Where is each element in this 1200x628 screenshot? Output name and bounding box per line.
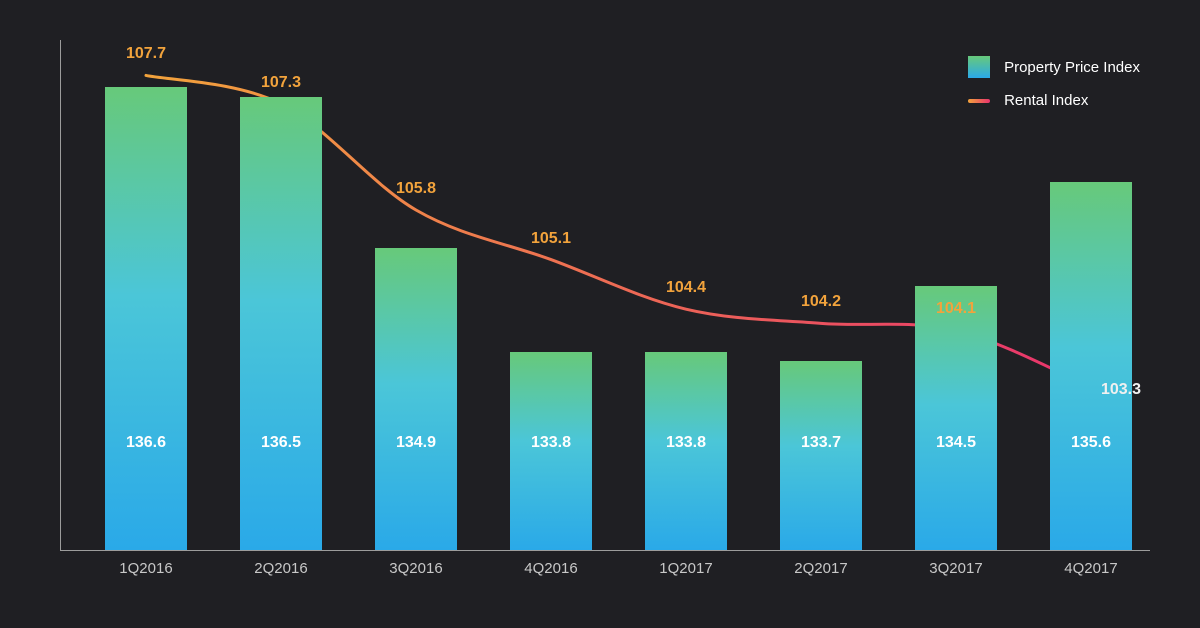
x-axis-label: 2Q2017	[761, 560, 881, 577]
legend-item-bar: Property Price Index	[968, 56, 1140, 78]
legend-label: Rental Index	[1004, 92, 1088, 109]
x-axis-label: 3Q2016	[356, 560, 476, 577]
bar	[915, 286, 997, 550]
bar	[1050, 182, 1132, 550]
bar	[510, 352, 592, 550]
bar-swatch-icon	[968, 56, 990, 78]
x-axis-label: 1Q2017	[626, 560, 746, 577]
legend-label: Property Price Index	[1004, 59, 1140, 76]
x-axis-label: 2Q2016	[221, 560, 341, 577]
x-axis-label: 4Q2017	[1031, 560, 1151, 577]
bar	[375, 248, 457, 550]
line-value-label: 107.3	[241, 74, 321, 92]
line-swatch-icon	[968, 99, 990, 103]
line-value-label: 105.8	[376, 180, 456, 198]
x-axis-label: 3Q2017	[896, 560, 1016, 577]
bar	[645, 352, 727, 550]
x-axis-label: 4Q2016	[491, 560, 611, 577]
line-value-label: 107.7	[106, 45, 186, 63]
line-value-label: 105.1	[511, 230, 591, 248]
property-rental-chart: 136.6136.5134.9133.8133.8133.7134.5135.6…	[0, 0, 1200, 628]
bar	[240, 97, 322, 550]
line-value-label: 104.4	[646, 279, 726, 297]
legend: Property Price Index Rental Index	[968, 56, 1140, 123]
x-axis-label: 1Q2016	[86, 560, 206, 577]
bar	[105, 87, 187, 550]
legend-item-line: Rental Index	[968, 92, 1140, 109]
x-axis	[60, 550, 1150, 551]
bar	[780, 361, 862, 550]
line-value-label: 104.2	[781, 293, 861, 311]
